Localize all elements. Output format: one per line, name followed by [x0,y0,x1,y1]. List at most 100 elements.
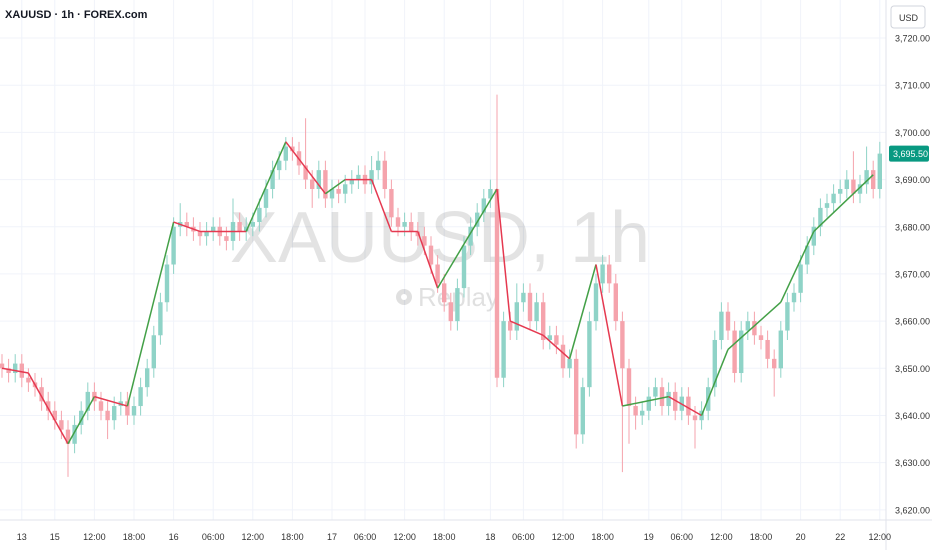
candle-body [514,302,519,331]
x-tick-label: 18:00 [591,532,614,542]
candle-body [6,368,11,374]
candle-body [138,387,143,407]
zigzag-segment [542,334,571,360]
y-tick-label: 3,690.00 [895,175,930,185]
replay-icon-dot [401,294,407,300]
y-tick-label: 3,670.00 [895,269,930,279]
candle-body [343,184,348,194]
plot [0,94,882,477]
zigzag-segment [727,301,782,350]
x-tick-label: 15 [50,532,60,542]
candle-body [659,387,665,407]
candle-body [39,387,44,402]
candle-body [13,363,18,374]
candle-body [574,358,579,435]
candle-body [303,165,308,180]
candle-body [871,170,876,190]
candle-body [580,387,585,435]
x-tick-label: 12:00 [710,532,733,542]
candle-body [382,160,387,190]
zigzag-segment [245,141,287,232]
candle-body [653,387,658,397]
candle-body [72,424,77,444]
candle-body [547,335,552,340]
candle-body [521,292,526,303]
candle-body [26,377,31,383]
y-tick-label: 3,620.00 [895,505,930,515]
zigzag-segment [173,221,201,233]
candle-body [428,245,434,265]
candle-body [600,264,605,284]
x-tick-label: 06:00 [202,532,225,542]
last-price-box [889,145,929,162]
candle-body [772,358,777,369]
candle-body [527,292,533,322]
candle-body [791,292,797,303]
candle-body [560,344,566,369]
zigzag-segment [496,188,511,322]
zigzag-segment [126,221,175,407]
x-tick-label: 20 [796,532,806,542]
candle-body [785,302,790,331]
candle-body [310,179,315,190]
candle-body [171,226,176,265]
candle-body [626,368,632,407]
candle-body [620,321,625,369]
x-tick-label: 17 [327,532,337,542]
x-tick-label: 12:00 [242,532,265,542]
candle-body [442,283,447,303]
candle-body [46,401,51,411]
candle-body [508,321,513,331]
candle-body [587,321,592,388]
candle-body [197,231,203,237]
candle-body [257,207,262,223]
zigzag-segment [436,188,498,289]
candle-body [673,391,678,411]
candle-body [435,264,440,284]
candle-body [59,420,64,430]
candle-body [151,335,156,369]
zigzag-segment [417,231,439,289]
candle-body [758,335,764,340]
candle-body [85,391,90,411]
x-tick-label: 22 [835,532,845,542]
chart-title: XAUUSD · 1h · FOREX.com [5,9,148,21]
zigzag-segment [668,395,702,417]
candle-body [277,160,282,171]
candle-body [765,339,770,359]
candle-body [290,146,295,152]
candle-body [250,222,255,227]
candle-body [481,198,486,213]
candle-body [541,302,546,340]
currency-button[interactable] [890,5,926,29]
zigzag-segment [1,367,29,374]
candle-body [712,339,717,388]
x-tick-label: 18:00 [123,532,146,542]
candle-body [204,231,209,237]
candle-body [633,406,638,416]
candle-body [844,179,849,190]
x-tick-label: 06:00 [512,532,535,542]
currency-button-label[interactable]: USD [899,13,919,23]
candle-body [422,236,427,246]
candle-body [607,264,612,284]
candle-body [475,212,480,227]
candle-body [415,231,420,237]
candle-body [125,401,130,416]
y-tick-label: 3,710.00 [895,81,930,91]
axes: 3,620.00 3,630.00 3,640.00 3,650.00 3,660.00… [17,34,930,542]
candle-body [237,222,242,232]
candle-body [811,226,816,246]
candle-body [494,189,500,378]
candle-body [0,363,5,369]
candle-body [105,410,110,421]
x-tick-label: 12:00 [552,532,575,542]
y-tick-label: 3,660.00 [895,317,930,327]
candle-body [112,406,117,421]
candle-body [805,245,810,265]
candle-body [52,410,57,421]
candle-body [818,207,823,227]
zigzag-segment [780,231,815,303]
last-price-label: 3,695.50 [893,149,928,159]
zigzag-segment [67,396,96,445]
